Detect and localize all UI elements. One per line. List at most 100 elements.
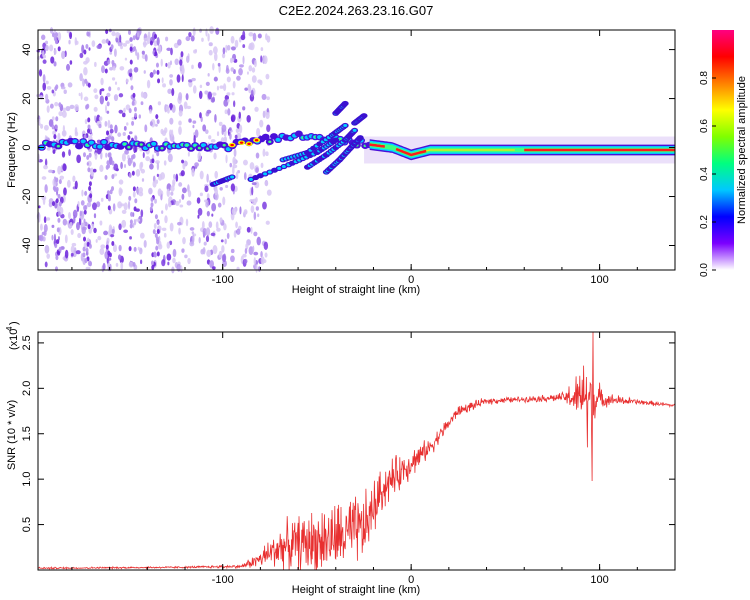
snr-ytick-label: 1.0 bbox=[21, 472, 33, 487]
noise-speck bbox=[201, 37, 204, 42]
noise-speck bbox=[100, 77, 104, 86]
noise-speck bbox=[96, 201, 101, 208]
noise-speck bbox=[41, 34, 46, 41]
noise-speck bbox=[181, 64, 185, 72]
streak-blob-core bbox=[343, 124, 348, 128]
noise-speck bbox=[94, 61, 97, 68]
noise-streak bbox=[89, 193, 93, 199]
noise-speck bbox=[162, 83, 167, 88]
noise-streak bbox=[85, 44, 89, 50]
noise-speck bbox=[104, 120, 108, 127]
noise-speck bbox=[91, 202, 97, 211]
noise-streak bbox=[106, 130, 110, 136]
noise-streak bbox=[149, 121, 153, 127]
noise-speck bbox=[148, 187, 153, 195]
ridge-hotspot-core bbox=[239, 141, 244, 144]
noise-speck bbox=[93, 88, 98, 94]
noise-speck bbox=[251, 67, 256, 73]
noise-streak bbox=[84, 258, 88, 264]
noise-streak bbox=[85, 247, 89, 253]
noise-streak bbox=[149, 206, 153, 212]
noise-speck bbox=[212, 245, 218, 254]
snr-ytick-label: 0.5 bbox=[21, 517, 33, 532]
noise-streak bbox=[132, 261, 136, 267]
spectrogram-xtick-label: 0 bbox=[408, 274, 414, 286]
noise-speck bbox=[133, 67, 139, 73]
noise-speck bbox=[202, 227, 207, 237]
noise-speck bbox=[61, 130, 67, 137]
noise-speck bbox=[251, 186, 254, 196]
spectrogram-ridge bbox=[37, 100, 675, 187]
noise-speck bbox=[178, 199, 182, 203]
noise-speck bbox=[199, 28, 202, 33]
noise-speck bbox=[170, 191, 174, 196]
noise-streak bbox=[82, 252, 86, 258]
noise-speck bbox=[205, 201, 209, 208]
noise-speck bbox=[143, 70, 146, 74]
noise-speck bbox=[49, 44, 54, 52]
noise-streak bbox=[104, 68, 108, 74]
noise-speck bbox=[221, 245, 225, 253]
noise-streak bbox=[55, 84, 59, 90]
noise-speck bbox=[260, 256, 265, 265]
noise-streak bbox=[152, 69, 156, 75]
noise-speck bbox=[244, 247, 248, 255]
noise-speck bbox=[201, 220, 205, 230]
noise-speck bbox=[213, 52, 218, 62]
noise-speck bbox=[104, 251, 109, 260]
ridge-blob bbox=[261, 133, 270, 141]
noise-speck bbox=[166, 253, 172, 261]
noise-streak bbox=[129, 59, 133, 65]
noise-speck bbox=[141, 178, 145, 182]
noise-speck bbox=[234, 39, 239, 48]
noise-streak bbox=[111, 60, 115, 66]
noise-streak bbox=[83, 209, 87, 215]
noise-speck bbox=[221, 53, 226, 59]
snr-multiplier-exp: 4 bbox=[5, 326, 14, 331]
noise-speck bbox=[210, 232, 216, 237]
noise-speck bbox=[44, 261, 48, 268]
noise-speck bbox=[106, 110, 110, 114]
noise-speck bbox=[41, 50, 45, 58]
noise-streak bbox=[53, 134, 57, 140]
noise-speck bbox=[246, 226, 251, 233]
noise-speck bbox=[157, 188, 162, 197]
noise-speck bbox=[80, 200, 85, 206]
noise-speck bbox=[62, 218, 68, 226]
noise-speck bbox=[222, 196, 226, 206]
noise-speck bbox=[256, 127, 261, 137]
noise-streak bbox=[157, 78, 161, 84]
noise-speck bbox=[69, 32, 73, 40]
noise-speck bbox=[246, 115, 251, 123]
snr-series-line bbox=[38, 332, 675, 570]
colorbar-tick-label: 0.8 bbox=[699, 71, 710, 85]
noise-speck bbox=[194, 129, 199, 138]
noise-speck bbox=[224, 238, 227, 245]
noise-speck bbox=[215, 27, 220, 35]
noise-streak bbox=[128, 195, 132, 201]
noise-speck bbox=[133, 218, 137, 226]
noise-speck bbox=[264, 252, 268, 258]
noise-streak bbox=[86, 31, 90, 37]
noise-speck bbox=[83, 60, 88, 65]
noise-speck bbox=[246, 71, 249, 75]
noise-streak bbox=[156, 251, 160, 257]
noise-streak bbox=[134, 198, 138, 204]
noise-streak bbox=[105, 244, 109, 250]
noise-speck bbox=[141, 50, 145, 55]
noise-speck bbox=[182, 237, 186, 245]
noise-streak bbox=[84, 78, 88, 84]
noise-speck bbox=[210, 138, 216, 143]
spectrogram-xlabel: Height of straight line (km) bbox=[292, 284, 420, 296]
noise-speck bbox=[146, 79, 151, 89]
noise-speck bbox=[100, 197, 104, 202]
noise-speck bbox=[118, 223, 122, 231]
noise-streak bbox=[132, 153, 136, 159]
noise-speck bbox=[117, 254, 122, 260]
noise-speck bbox=[43, 224, 48, 233]
noise-streak bbox=[55, 198, 59, 204]
noise-streak bbox=[55, 177, 59, 183]
noise-speck bbox=[205, 81, 210, 86]
noise-speck bbox=[121, 153, 126, 162]
noise-speck bbox=[164, 203, 168, 211]
